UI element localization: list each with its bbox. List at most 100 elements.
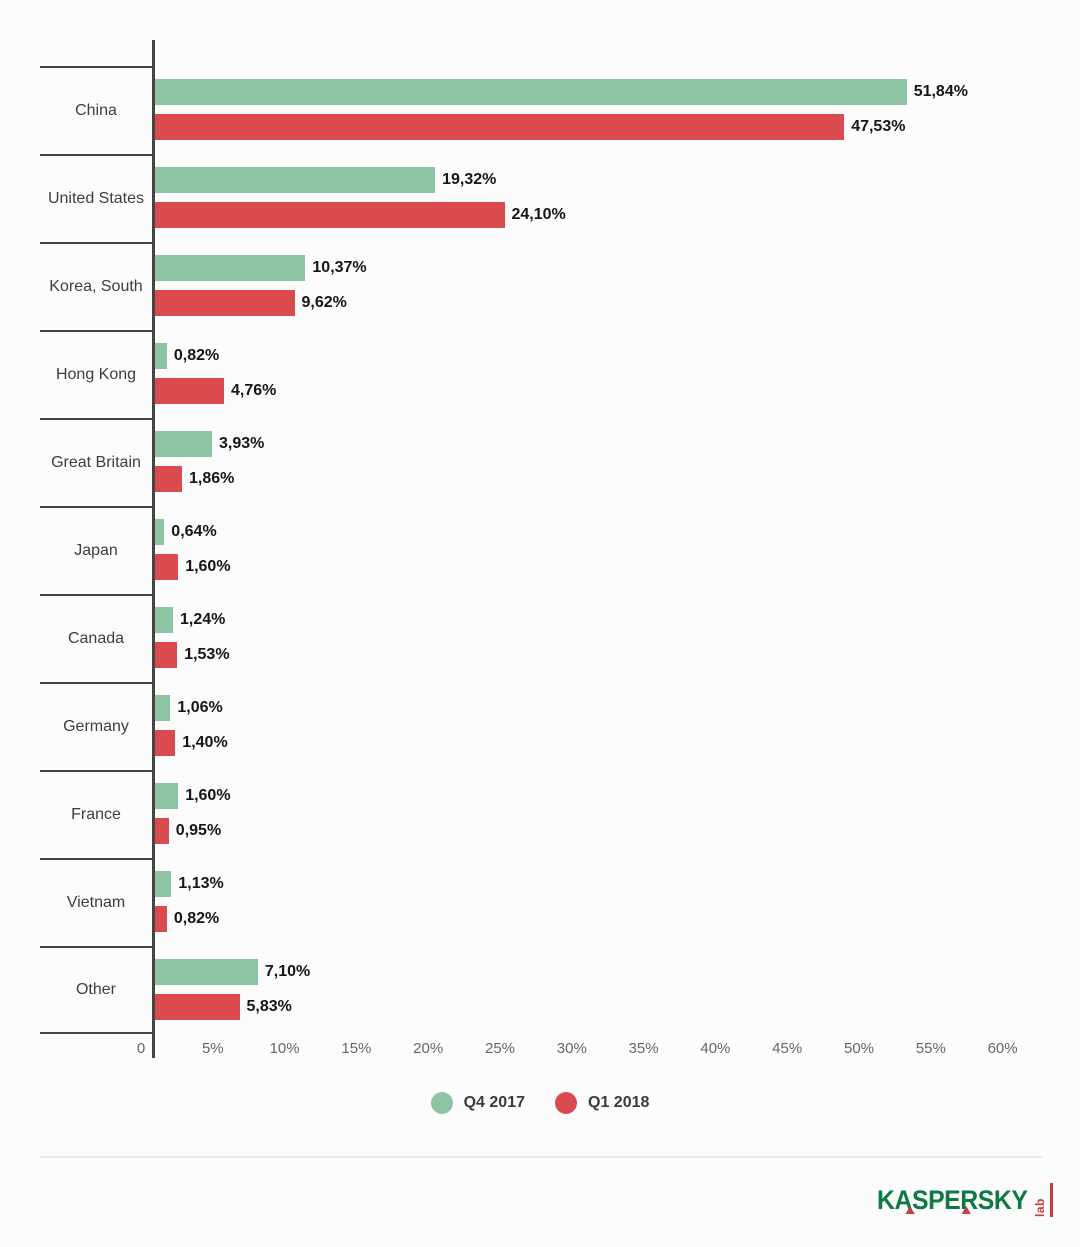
bar-q4-2017-vietnam	[155, 871, 172, 897]
bar-q1-2018-canada	[155, 642, 178, 668]
category-label-cell: Great Britain	[40, 418, 152, 506]
value-label-q4-2017-japan: 0,64%	[171, 523, 217, 540]
category-label: Vietnam	[66, 893, 126, 911]
bar-q4-2017-korea-south	[155, 255, 306, 281]
bar-line: 51,84%	[155, 79, 1080, 105]
x-tick-25-: 25%	[484, 1040, 516, 1057]
value-label-q4-2017-germany: 1,06%	[177, 699, 223, 716]
bar-q4-2017-germany	[155, 695, 171, 721]
value-label-q4-2017-france: 1,60%	[185, 787, 231, 804]
footer-divider	[40, 1156, 1043, 1158]
category-row-hong-kong: Hong Kong 0,82% 4,76%	[0, 330, 1080, 418]
value-label-q1-2018-germany: 1,40%	[182, 734, 228, 751]
value-label-q1-2018-great-britain: 1,86%	[189, 470, 235, 487]
bar-line: 0,82%	[155, 343, 1080, 369]
bar-line: 1,60%	[155, 554, 1080, 580]
value-label-q1-2018-other: 5,83%	[246, 998, 292, 1015]
bar-q1-2018-china	[155, 114, 845, 140]
y-axis-line	[152, 40, 155, 1058]
value-label-q1-2018-france: 0,95%	[175, 822, 222, 839]
grouped-bar-chart: China 51,84% 47,53% United States 19,32%	[0, 40, 1080, 1060]
category-bars: 1,24% 1,53%	[152, 594, 1080, 682]
bar-q1-2018-germany	[155, 730, 176, 756]
kaspersky-logo-lab-text: lab	[1032, 1183, 1053, 1217]
value-label-q1-2018-korea-south: 9,62%	[301, 294, 347, 311]
category-label: Germany	[63, 717, 129, 735]
kaspersky-logo: KASPERSKY lab	[877, 1183, 1053, 1217]
category-label: United States	[47, 189, 145, 207]
category-row-japan: Japan 0,64% 1,60%	[0, 506, 1080, 594]
legend-label: Q1 2018	[588, 1094, 650, 1111]
x-tick-60-: 60%	[987, 1040, 1018, 1057]
bar-q1-2018-other	[155, 994, 240, 1020]
logo-word-text: KASPERSKY	[877, 1185, 1028, 1215]
bar-line: 0,95%	[155, 818, 1080, 844]
value-label-q4-2017-china: 51,84%	[913, 83, 968, 100]
category-label-cell: Other	[40, 946, 152, 1034]
bar-line: 1,86%	[155, 466, 1080, 492]
value-label-q1-2018-china: 47,53%	[851, 118, 906, 135]
bar-q4-2017-japan	[155, 519, 165, 545]
bar-line: 19,32%	[155, 167, 1080, 193]
x-tick-45-: 45%	[772, 1040, 803, 1057]
legend-label: Q4 2017	[463, 1094, 525, 1111]
category-label: France	[71, 805, 121, 823]
bar-line: 5,83%	[155, 994, 1080, 1020]
x-tick-55-: 55%	[915, 1040, 946, 1057]
category-label: Hong Kong	[55, 365, 137, 383]
category-bars: 51,84% 47,53%	[152, 66, 1080, 154]
category-row-china: China 51,84% 47,53%	[0, 66, 1080, 154]
value-label-q4-2017-hong-kong: 0,82%	[173, 347, 220, 364]
bar-line: 3,93%	[155, 431, 1080, 457]
x-axis: 0 5% 10% 15% 20% 25% 30% 35% 40% 45% 50% 55% 60%	[0, 1038, 1080, 1060]
x-tick-40-: 40%	[700, 1040, 731, 1057]
category-label-cell: France	[40, 770, 152, 858]
bar-line: 1,40%	[155, 730, 1080, 756]
category-label: Canada	[67, 629, 125, 647]
category-row-korea-south: Korea, South 10,37% 9,62%	[0, 242, 1080, 330]
bar-q4-2017-france	[155, 783, 179, 809]
category-label-cell: Canada	[40, 594, 152, 682]
category-label-cell: Germany	[40, 682, 152, 770]
bar-q1-2018-hong-kong	[155, 378, 224, 404]
category-label-cell: Japan	[40, 506, 152, 594]
category-bars: 1,60% 0,95%	[152, 770, 1080, 858]
category-row-other: Other 7,10% 5,83%	[0, 946, 1080, 1034]
category-row-germany: Germany 1,06% 1,40%	[0, 682, 1080, 770]
bar-line: 1,53%	[155, 642, 1080, 668]
bar-q1-2018-france	[155, 818, 169, 844]
x-tick-15-: 15%	[341, 1040, 372, 1057]
kaspersky-logo-text: KASPERSKY	[877, 1183, 1028, 1217]
bar-q1-2018-vietnam	[155, 906, 167, 932]
bar-line: 1,24%	[155, 607, 1080, 633]
category-bars: 3,93% 1,86%	[152, 418, 1080, 506]
category-bars: 0,64% 1,60%	[152, 506, 1080, 594]
x-tick-5-: 5%	[201, 1040, 224, 1057]
category-rows: China 51,84% 47,53% United States 19,32%	[0, 66, 1080, 1034]
category-row-united-states: United States 19,32% 24,10%	[0, 154, 1080, 242]
value-label-q4-2017-united-states: 19,32%	[442, 171, 497, 188]
value-label-q4-2017-canada: 1,24%	[180, 611, 226, 628]
value-label-q4-2017-korea-south: 10,37%	[312, 259, 367, 276]
category-label: Other	[75, 980, 116, 998]
logo-triangle-icon	[961, 1206, 971, 1214]
bar-q4-2017-hong-kong	[155, 343, 167, 369]
category-bars: 0,82% 4,76%	[152, 330, 1080, 418]
category-label: Korea, South	[49, 277, 143, 295]
category-row-france: France 1,60% 0,95%	[0, 770, 1080, 858]
value-label-q1-2018-canada: 1,53%	[184, 646, 230, 663]
category-bars: 7,10% 5,83%	[152, 946, 1080, 1034]
value-label-q4-2017-vietnam: 1,13%	[178, 875, 224, 892]
value-label-q4-2017-other: 7,10%	[264, 963, 311, 980]
bar-q1-2018-japan	[155, 554, 179, 580]
bar-q1-2018-united-states	[155, 202, 505, 228]
bar-q4-2017-canada	[155, 607, 173, 633]
bar-line: 24,10%	[155, 202, 1080, 228]
legend-item-q1-2018: Q1 2018	[555, 1092, 649, 1114]
value-label-q1-2018-hong-kong: 4,76%	[231, 382, 277, 399]
category-label-cell: Hong Kong	[40, 330, 152, 418]
bar-line: 9,62%	[155, 290, 1080, 316]
category-row-great-britain: Great Britain 3,93% 1,86%	[0, 418, 1080, 506]
bar-q1-2018-korea-south	[155, 290, 295, 316]
